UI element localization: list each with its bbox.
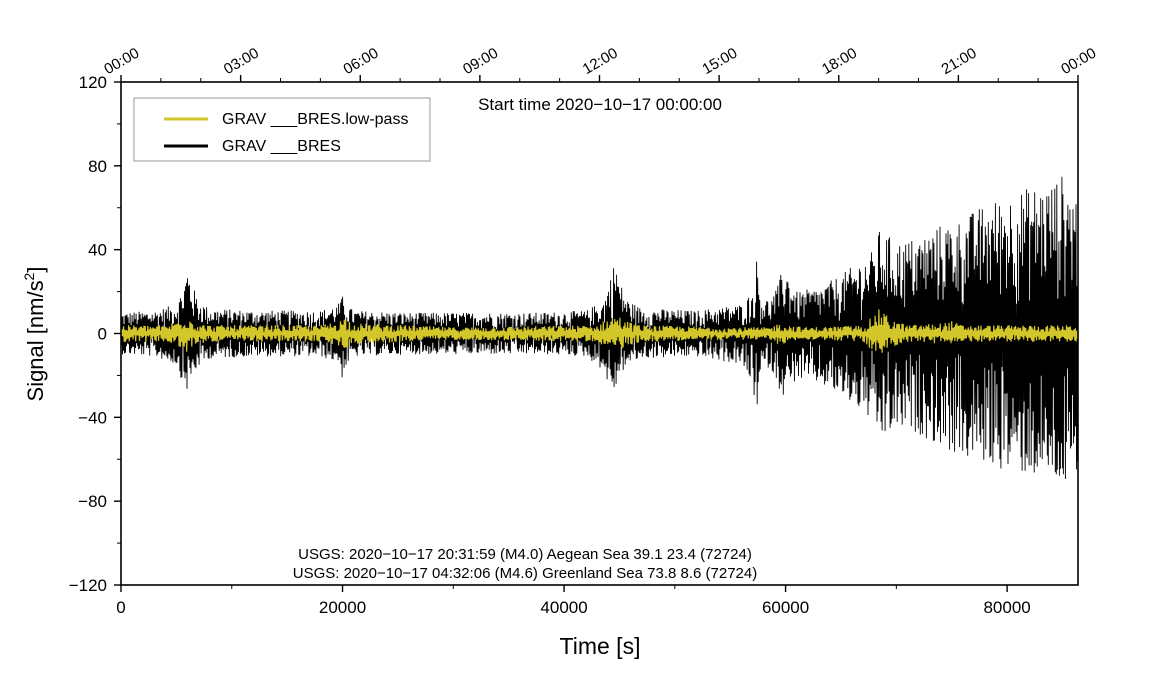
y-axis-label-main: Signal [nm/s bbox=[23, 280, 48, 401]
series-line-low-pass bbox=[121, 309, 1078, 353]
legend-box bbox=[133, 97, 431, 162]
top-tick-label: 18:00 bbox=[819, 45, 860, 78]
y-tick-label: 80 bbox=[88, 157, 107, 176]
y-axis-label-end: ] bbox=[23, 267, 48, 273]
y-axis-label-superscript: 2 bbox=[21, 272, 37, 280]
top-tick-label: 03:00 bbox=[221, 45, 262, 78]
x-tick-label: 40000 bbox=[540, 598, 587, 617]
legend-label-raw: GRAV ___BRES bbox=[222, 138, 341, 155]
y-tick-label: 40 bbox=[88, 241, 107, 260]
y-tick-label: −40 bbox=[78, 408, 107, 427]
annotation-aegean-sea: USGS: 2020−10−17 20:31:59 (M4.0) Aegean … bbox=[298, 546, 752, 563]
top-tick-label: 00:00 bbox=[101, 45, 142, 78]
series-line-raw bbox=[121, 176, 1078, 480]
top-tick-label: 15:00 bbox=[699, 45, 740, 78]
chart-title: Start time 2020−10−17 00:00:00 bbox=[478, 95, 722, 114]
y-tick-label: 0 bbox=[98, 325, 107, 344]
series-low-pass bbox=[121, 309, 1078, 353]
x-tick-label: 80000 bbox=[983, 598, 1030, 617]
y-tick-label: −80 bbox=[78, 492, 107, 511]
x-axis-label: Time [s] bbox=[560, 633, 641, 659]
series-raw bbox=[121, 176, 1078, 480]
y-tick-label: −120 bbox=[69, 576, 107, 595]
x-tick-label: 20000 bbox=[319, 598, 366, 617]
top-tick-label: 12:00 bbox=[580, 45, 621, 78]
x-tick-label: 60000 bbox=[762, 598, 809, 617]
top-tick-label: 09:00 bbox=[460, 45, 501, 78]
top-tick-label: 06:00 bbox=[340, 45, 381, 78]
y-tick-label: 120 bbox=[79, 73, 107, 92]
y-axis-label: Signal [nm/s2] bbox=[21, 267, 48, 402]
x-tick-label: 0 bbox=[116, 598, 125, 617]
legend: GRAV ___BRES.low-pass GRAV ___BRES bbox=[133, 97, 431, 162]
top-tick-label: 21:00 bbox=[939, 45, 980, 78]
annotation-greenland-sea: USGS: 2020−10−17 04:32:06 (M4.6) Greenla… bbox=[293, 565, 758, 582]
top-tick-label: 00:00 bbox=[1058, 45, 1099, 78]
legend-label-low-pass: GRAV ___BRES.low-pass bbox=[222, 111, 408, 128]
series-layer bbox=[121, 176, 1078, 480]
